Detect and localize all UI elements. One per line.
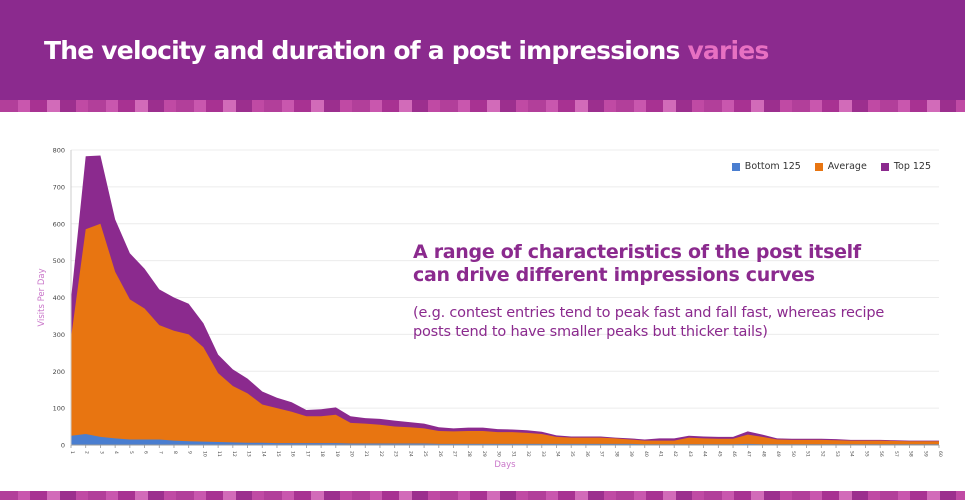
- x-tick-label: 50: [790, 451, 796, 457]
- x-tick-label: 31: [510, 451, 516, 457]
- x-tick-label: 22: [378, 451, 384, 457]
- x-tick-label: 33: [540, 451, 546, 457]
- x-tick-label: 41: [657, 451, 663, 457]
- x-tick-label: 8: [172, 451, 178, 454]
- x-tick-label: 40: [643, 451, 649, 457]
- x-tick-label: 17: [304, 451, 310, 457]
- x-tick-label: 30: [496, 451, 502, 457]
- y-tick-label: 800: [53, 147, 65, 155]
- y-tick-label: 500: [53, 257, 65, 265]
- x-tick-label: 44: [702, 451, 708, 457]
- y-tick-label: 400: [53, 294, 65, 302]
- x-tick-label: 25: [422, 451, 428, 457]
- x-tick-label: 29: [481, 451, 487, 457]
- x-tick-label: 9: [187, 451, 193, 454]
- x-tick-label: 37: [599, 451, 605, 457]
- legend-label: Top 125: [893, 161, 931, 172]
- x-tick-label: 28: [466, 451, 472, 457]
- x-tick-label: 58: [908, 451, 914, 457]
- x-tick-label: 35: [569, 451, 575, 457]
- x-tick-label: 53: [834, 451, 840, 457]
- legend-label: Average: [827, 161, 867, 172]
- x-tick-label: 48: [760, 451, 766, 457]
- y-tick-label: 200: [53, 368, 65, 376]
- legend-swatch-icon: [814, 162, 823, 171]
- y-tick-label: 100: [53, 405, 65, 413]
- callout-note: (e.g. contest entries tend to peak fast …: [413, 305, 885, 340]
- x-tick-label: 10: [201, 451, 207, 457]
- x-tick-label: 47: [746, 451, 752, 457]
- x-tick-label: 21: [363, 451, 369, 457]
- x-tick-label: 6: [143, 451, 149, 454]
- y-axis-title: Visits Per Day: [37, 268, 47, 326]
- x-tick-label: 32: [525, 451, 531, 457]
- x-tick-label: 26: [437, 451, 443, 457]
- header-bar: The velocity and duration of a post impr…: [0, 0, 965, 100]
- legend-swatch-icon: [731, 162, 740, 171]
- x-axis-title: Days: [494, 460, 516, 470]
- chart-legend: Bottom 125 Average Top 125: [731, 161, 931, 172]
- x-tick-label: 15: [275, 451, 281, 457]
- x-tick-label: 27: [452, 451, 458, 457]
- x-tick-label: 20: [349, 451, 355, 457]
- x-tick-label: 46: [731, 451, 737, 457]
- x-tick-label: 45: [716, 451, 722, 457]
- legend-item-average[interactable]: Average: [814, 161, 867, 172]
- x-tick-label: 2: [84, 451, 90, 454]
- legend-label: Bottom 125: [744, 161, 801, 172]
- x-tick-label: 42: [672, 451, 678, 457]
- x-tick-label: 59: [922, 451, 928, 457]
- x-tick-label: 34: [554, 451, 560, 457]
- x-tick-label: 16: [290, 451, 296, 457]
- y-tick-label: 300: [53, 331, 65, 339]
- x-tick-label: 7: [157, 451, 163, 454]
- x-tick-label: 52: [819, 451, 825, 457]
- decorative-band-bottom: [0, 491, 965, 500]
- x-tick-label: 36: [584, 451, 590, 457]
- title-accent-word: varies: [687, 36, 769, 65]
- x-tick-label: 1: [69, 451, 75, 454]
- x-tick-label: 5: [128, 451, 134, 454]
- x-tick-label: 4: [113, 451, 119, 454]
- callout-headline: A range of characteristics of the post i…: [413, 241, 861, 286]
- x-tick-label: 19: [334, 451, 340, 457]
- x-tick-label: 56: [878, 451, 884, 457]
- y-tick-label: 700: [53, 183, 65, 191]
- x-tick-label: 60: [937, 451, 943, 457]
- legend-item-bottom-125[interactable]: Bottom 125: [731, 161, 801, 172]
- y-tick-label: 0: [61, 442, 65, 450]
- x-tick-label: 57: [893, 451, 899, 457]
- area-series-average: [71, 223, 939, 445]
- area-series-bottom-125: [71, 433, 939, 445]
- decorative-band-top: [0, 100, 965, 112]
- x-tick-label: 54: [849, 451, 855, 457]
- x-tick-label: 49: [775, 451, 781, 457]
- x-tick-label: 11: [216, 451, 222, 457]
- x-tick-label: 43: [687, 451, 693, 457]
- x-tick-label: 13: [246, 451, 252, 457]
- x-tick-label: 12: [231, 451, 237, 457]
- title-text: The velocity and duration of a post impr…: [44, 36, 680, 65]
- legend-item-top-125[interactable]: Top 125: [880, 161, 931, 172]
- x-tick-label: 3: [98, 451, 104, 454]
- page-title: The velocity and duration of a post impr…: [44, 36, 769, 65]
- y-tick-label: 600: [53, 220, 65, 228]
- x-tick-label: 18: [319, 451, 325, 457]
- x-tick-label: 23: [393, 451, 399, 457]
- x-tick-label: 14: [260, 451, 266, 457]
- x-tick-label: 24: [407, 451, 413, 457]
- legend-swatch-icon: [880, 162, 889, 171]
- x-tick-label: 55: [863, 451, 869, 457]
- x-tick-label: 38: [613, 451, 619, 457]
- x-tick-label: 39: [628, 451, 634, 457]
- x-tick-label: 51: [805, 451, 811, 457]
